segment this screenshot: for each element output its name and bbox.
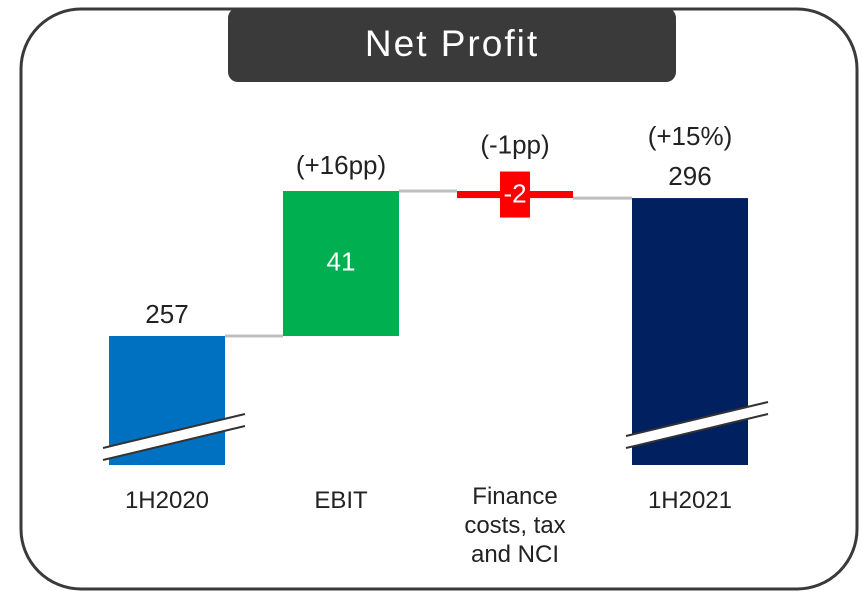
axis-break-edge [102,413,246,449]
axis-break-edge [625,401,769,437]
value-label: -2 [503,178,526,208]
value-label: 41 [327,246,356,276]
value-label: 296 [668,161,711,191]
annotation: (-1pp) [480,129,549,159]
annotation: (+15%) [648,121,733,151]
title-box [228,8,676,82]
axis-break-edge [102,425,246,461]
axis-break-edge [625,413,769,449]
x-tick-label: 1H2020 [124,487,210,514]
bar [283,191,399,336]
x-tick-label: Finance costs, tax and NCI [464,483,566,568]
x-tick-label: EBIT [314,487,368,514]
chart-title: Net Profit [365,23,539,64]
annotation: (+16pp) [296,150,386,180]
axis-break [626,402,768,448]
axis-break [103,414,245,460]
value-label: 257 [145,299,188,329]
value-label-box [500,171,530,218]
x-tick-label: 1H2021 [647,487,733,514]
